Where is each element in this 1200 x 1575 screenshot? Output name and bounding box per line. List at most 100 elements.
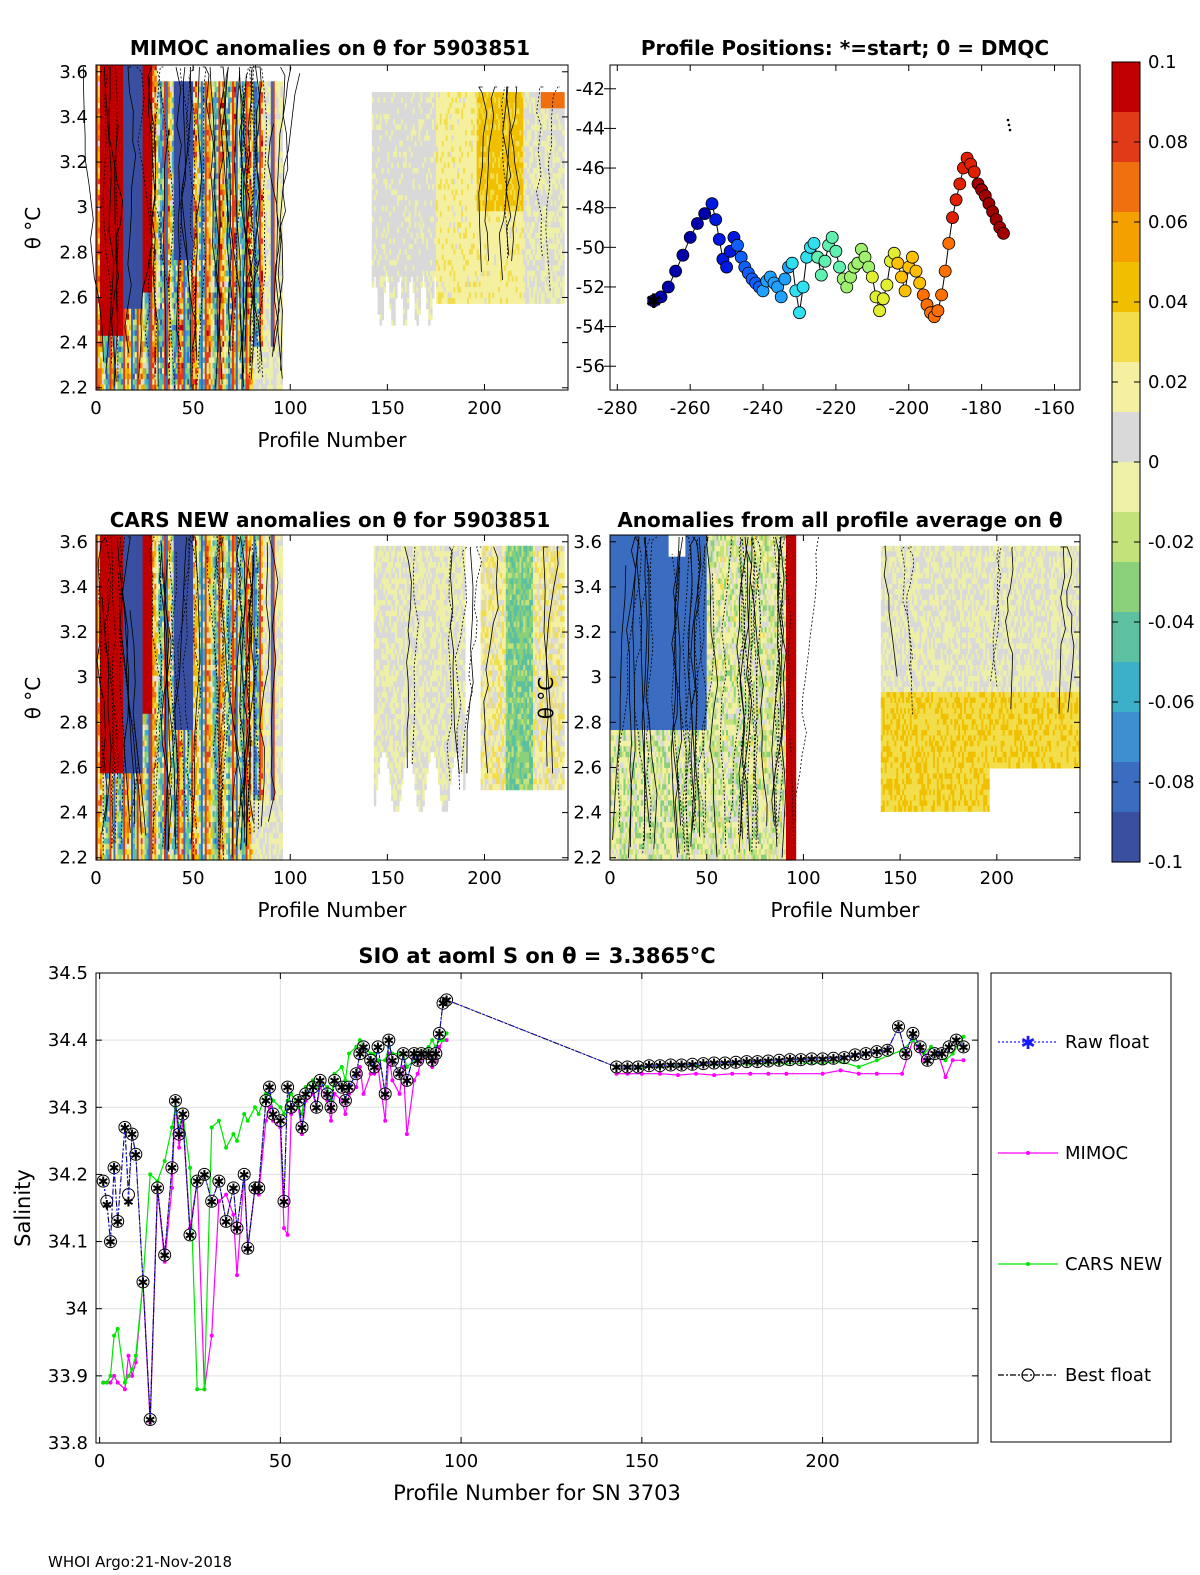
mimoc-point bbox=[231, 1212, 236, 1217]
cars-axes-frame bbox=[95, 534, 569, 861]
average-title: Anomalies from all profile average on θ bbox=[617, 508, 1062, 532]
ytick-label: 3.6 bbox=[59, 62, 88, 83]
raw-point: ✱ bbox=[101, 1199, 112, 1214]
raw-point: ✱ bbox=[311, 1101, 322, 1116]
cars-point bbox=[130, 1367, 135, 1372]
ytick-label: 3.2 bbox=[59, 622, 88, 643]
track-point bbox=[829, 244, 843, 258]
raw-point: ✱ bbox=[795, 1054, 806, 1069]
footer-stamp: WHOI Argo:21-Nov-2018 bbox=[48, 1553, 232, 1571]
average-xlabel: Profile Number bbox=[771, 898, 921, 922]
colorbar-tick-label: 0.04 bbox=[1148, 292, 1188, 313]
ytick-label: 3 bbox=[77, 667, 88, 688]
raw-point: ✱ bbox=[264, 1081, 275, 1096]
ytick-label: -44 bbox=[576, 118, 605, 139]
raw-point: ✱ bbox=[676, 1059, 687, 1074]
mimoc-ylabel: θ °C bbox=[21, 207, 45, 250]
raw-point: ✱ bbox=[279, 1195, 290, 1210]
best-point bbox=[172, 1127, 186, 1141]
mimoc-point bbox=[397, 1091, 402, 1096]
track-point bbox=[913, 276, 927, 290]
average-panel: Anomalies from all profile average on θ … bbox=[534, 508, 1081, 922]
colorbar-tick-label: -0.1 bbox=[1148, 852, 1183, 873]
mimoc-point bbox=[112, 1373, 117, 1378]
legend-raw-marker: ✱ bbox=[1020, 1033, 1035, 1054]
track-point bbox=[997, 226, 1010, 240]
raw-point: ✱ bbox=[152, 1182, 163, 1197]
legend-best-label: Best float bbox=[1065, 1365, 1151, 1386]
raw-point: ✱ bbox=[698, 1058, 709, 1073]
cars-point bbox=[126, 1373, 131, 1378]
cars-point bbox=[347, 1051, 351, 1056]
positions-track: ✱ bbox=[645, 118, 1012, 324]
raw-point: ✱ bbox=[893, 1021, 904, 1036]
ytick-label: 2.8 bbox=[59, 242, 88, 263]
raw-point: ✱ bbox=[741, 1056, 752, 1071]
xtick-label: 100 bbox=[786, 868, 820, 889]
raw-point: ✱ bbox=[644, 1060, 655, 1075]
raw-point: ✱ bbox=[665, 1059, 676, 1074]
raw-point: ✱ bbox=[434, 1027, 445, 1042]
salinity-title: SIO at aoml S on θ = 3.3865°C bbox=[358, 944, 715, 968]
mimoc-point bbox=[730, 1071, 735, 1076]
track-start-marker: ✱ bbox=[645, 289, 662, 313]
xtick-label: -260 bbox=[670, 398, 711, 419]
raw-point: ✱ bbox=[166, 1162, 177, 1177]
xtick-label: 150 bbox=[883, 868, 917, 889]
colorbar-segment bbox=[1112, 662, 1140, 713]
raw-point: ✱ bbox=[850, 1049, 861, 1064]
mimoc-panel: MIMOC anomalies on θ for 5903851 0 50 100 1… bbox=[21, 36, 569, 452]
cars-yticks: 2.2 2.4 2.6 2.8 3 3.2 3.4 3.6 bbox=[59, 532, 568, 869]
mimoc-point bbox=[282, 1226, 286, 1231]
raw-point: ✱ bbox=[213, 1175, 224, 1190]
legend-raw: ✱ Raw float bbox=[998, 1032, 1149, 1054]
raw-point: ✱ bbox=[654, 1060, 665, 1075]
track-point bbox=[796, 280, 810, 294]
ytick-label: -50 bbox=[576, 237, 605, 258]
xtick-label: 200 bbox=[980, 868, 1014, 889]
track-point bbox=[676, 248, 690, 262]
colorbar-segment bbox=[1112, 212, 1140, 263]
cars-point bbox=[397, 1051, 402, 1056]
raw-point: ✱ bbox=[369, 1061, 380, 1076]
positions-xticks: -280 -260 -240 -220 -200 -180 -160 bbox=[597, 65, 1075, 419]
mimoc-xlabel: Profile Number bbox=[258, 428, 408, 452]
best-point bbox=[197, 1167, 211, 1181]
xtick-label: 150 bbox=[370, 398, 404, 419]
mimoc-point bbox=[122, 1387, 127, 1392]
track-point bbox=[825, 230, 839, 244]
ytick-label: 2.4 bbox=[59, 803, 88, 824]
raw-point: ✱ bbox=[882, 1044, 893, 1059]
cars-point bbox=[253, 1105, 257, 1110]
ytick-label: -42 bbox=[576, 79, 605, 100]
cars-point bbox=[404, 1065, 409, 1069]
raw-point: ✱ bbox=[297, 1121, 308, 1136]
mimoc-point bbox=[694, 1071, 698, 1076]
mimoc-point bbox=[148, 1420, 153, 1425]
legend-raw-label: Raw float bbox=[1065, 1032, 1149, 1053]
mimoc-point bbox=[126, 1353, 131, 1358]
mimoc-point bbox=[921, 1058, 926, 1063]
ytick-label: 2.2 bbox=[59, 378, 88, 399]
colorbar-tick-label: 0.02 bbox=[1148, 372, 1188, 393]
cars-point bbox=[242, 1112, 247, 1116]
cars-xlabel: Profile Number bbox=[258, 898, 408, 922]
best-point bbox=[219, 1214, 233, 1228]
xtick-label: 200 bbox=[805, 1451, 839, 1472]
mimoc-point bbox=[390, 1078, 395, 1083]
ytick-label: 33.9 bbox=[48, 1366, 88, 1387]
track-point bbox=[873, 304, 886, 318]
raw-point: ✱ bbox=[228, 1182, 239, 1197]
mimoc-title: MIMOC anomalies on θ for 5903851 bbox=[130, 36, 530, 60]
track-point bbox=[818, 254, 832, 268]
raw-point: ✱ bbox=[232, 1222, 243, 1237]
ytick-label: 2.4 bbox=[59, 333, 88, 354]
raw-point: ✱ bbox=[441, 994, 452, 1009]
ytick-label: 3 bbox=[77, 197, 88, 218]
colorbar-segment bbox=[1112, 262, 1140, 313]
raw-point: ✱ bbox=[763, 1055, 774, 1070]
cars-point bbox=[148, 1172, 153, 1177]
raw-point: ✱ bbox=[199, 1168, 210, 1183]
positions-panel: Profile Positions: *=start; 0 = DMQC -28… bbox=[576, 36, 1081, 419]
raw-point: ✱ bbox=[774, 1054, 785, 1069]
